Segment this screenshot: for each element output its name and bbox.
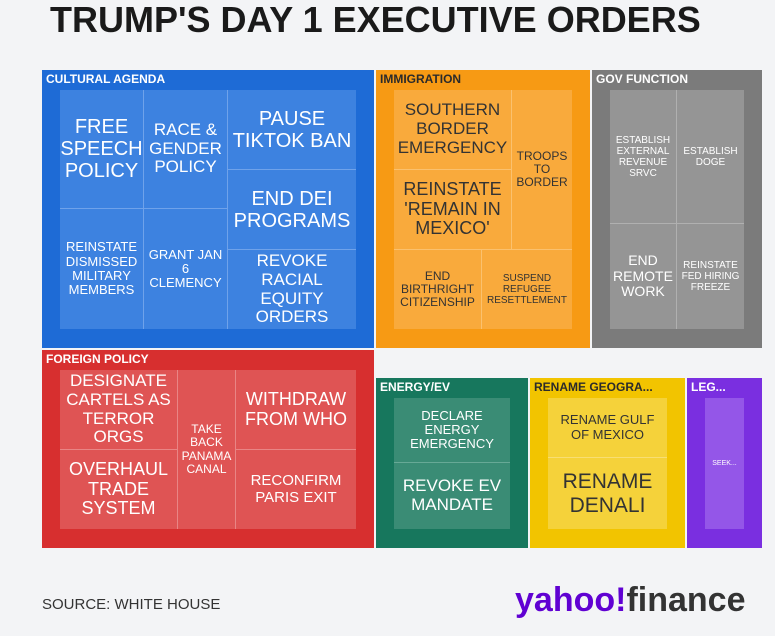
cell-troops-to-border[interactable]: TROOPS TO BORDER — [512, 90, 572, 250]
cell-end-remote-work[interactable]: END REMOTE WORK — [610, 224, 677, 329]
group-immigration: IMMIGRATION SOUTHERN BORDER EMERGENCY RE… — [376, 70, 590, 348]
cell-revoke-racial-equity[interactable]: REVOKE RACIAL EQUITY ORDERS — [255, 251, 329, 327]
group-energy-ev: ENERGY/EV DECLARE ENERGY EMERGENCY REVOK… — [376, 378, 528, 548]
cell-reinstate-dismissed-military[interactable]: REINSTATE DISMISSED MILITARY MEMBERS — [60, 209, 144, 329]
group-foreign-policy: FOREIGN POLICY DESIGNATE CARTELS AS TERR… — [42, 350, 374, 548]
group-label-gov-function: GOV FUNCTION — [596, 72, 688, 86]
cell-energy-emergency[interactable]: DECLARE ENERGY EMERGENCY — [394, 398, 510, 463]
group-label-cultural-agenda: CULTURAL AGENDA — [46, 72, 166, 86]
cell-overhaul-trade[interactable]: OVERHAUL TRADE SYSTEM — [60, 450, 178, 529]
cell-end-dei-programs[interactable]: END DEI PROGRAMS — [228, 170, 356, 250]
cell-grant-jan6-clemency[interactable]: GRANT JAN 6 CLEMENCY — [144, 209, 228, 329]
group-inner-rename-geography: RENAME GULF OF MEXICO RENAME DENALI — [548, 398, 667, 529]
group-gov-function: GOV FUNCTION ESTABLISH EXTERNAL REVENUE … — [592, 70, 762, 348]
cell-withdraw-who[interactable]: WITHDRAW FROM WHO — [236, 370, 356, 450]
cell-race-gender-policy[interactable]: RACE & GENDER POLICY — [144, 90, 228, 209]
group-inner-cultural-agenda: FREE SPEECH POLICY RACE & GENDER POLICY … — [60, 90, 356, 329]
yahoo-finance-logo: yahoo!finance — [515, 580, 746, 620]
source-note: SOURCE: WHITE HOUSE — [42, 596, 221, 613]
logo-product: finance — [626, 581, 746, 619]
cell-seek[interactable]: SEEK... — [712, 459, 737, 467]
cell-paris-exit[interactable]: RECONFIRM PARIS EXIT — [250, 472, 342, 506]
cell-external-revenue[interactable]: ESTABLISH EXTERNAL REVENUE SRVC — [610, 90, 677, 224]
group-rename-geography: RENAME GEOGRA... RENAME GULF OF MEXICO R… — [530, 378, 685, 548]
cell-fed-hiring-freeze[interactable]: REINSTATE FED HIRING FREEZE — [681, 260, 740, 293]
group-inner-immigration: SOUTHERN BORDER EMERGENCY REINSTATE 'REM… — [394, 90, 572, 329]
group-cultural-agenda: CULTURAL AGENDA FREE SPEECH POLICY RACE … — [42, 70, 374, 348]
cell-rename-gulf[interactable]: RENAME GULF OF MEXICO — [548, 398, 667, 458]
group-label-foreign-policy: FOREIGN POLICY — [46, 352, 149, 366]
group-inner-foreign-policy: DESIGNATE CARTELS AS TERROR ORGS OVERHAU… — [60, 370, 356, 529]
cell-rename-denali[interactable]: RENAME DENALI — [562, 470, 653, 517]
cell-end-birthright[interactable]: END BIRTHRIGHT CITIZENSHIP — [394, 250, 482, 329]
group-inner-gov-function: ESTABLISH EXTERNAL REVENUE SRVC ESTABLIS… — [610, 90, 744, 329]
cell-southern-border-emergency[interactable]: SOUTHERN BORDER EMERGENCY — [394, 90, 512, 170]
cell-establish-doge[interactable]: ESTABLISH DOGE — [677, 90, 744, 224]
group-label-legal: LEG... — [691, 380, 726, 394]
group-label-energy-ev: ENERGY/EV — [380, 380, 451, 394]
group-label-immigration: IMMIGRATION — [380, 72, 462, 86]
cell-revoke-ev-mandate[interactable]: REVOKE EV MANDATE — [402, 476, 502, 514]
group-label-rename-geography: RENAME GEOGRA... — [534, 380, 653, 394]
group-inner-energy-ev: DECLARE ENERGY EMERGENCY REVOKE EV MANDA… — [394, 398, 510, 529]
cell-pause-tiktok-ban[interactable]: PAUSE TIKTOK BAN — [228, 90, 356, 170]
cell-designate-cartels[interactable]: DESIGNATE CARTELS AS TERROR ORGS — [60, 370, 178, 450]
group-inner-legal: SEEK... — [705, 398, 744, 529]
cell-panama-canal[interactable]: TAKE BACK PANAMA CANAL — [178, 370, 236, 529]
cell-suspend-refugee[interactable]: SUSPEND REFUGEE RESETTLEMENT — [486, 273, 567, 306]
group-legal: LEG... SEEK... — [687, 378, 762, 548]
logo-brand: yahoo! — [515, 581, 627, 619]
cell-free-speech-policy[interactable]: FREE SPEECH POLICY — [60, 90, 144, 209]
chart-title: TRUMP'S DAY 1 EXECUTIVE ORDERS — [50, 0, 701, 40]
cell-remain-in-mexico[interactable]: REINSTATE 'REMAIN IN MEXICO' — [394, 170, 512, 250]
